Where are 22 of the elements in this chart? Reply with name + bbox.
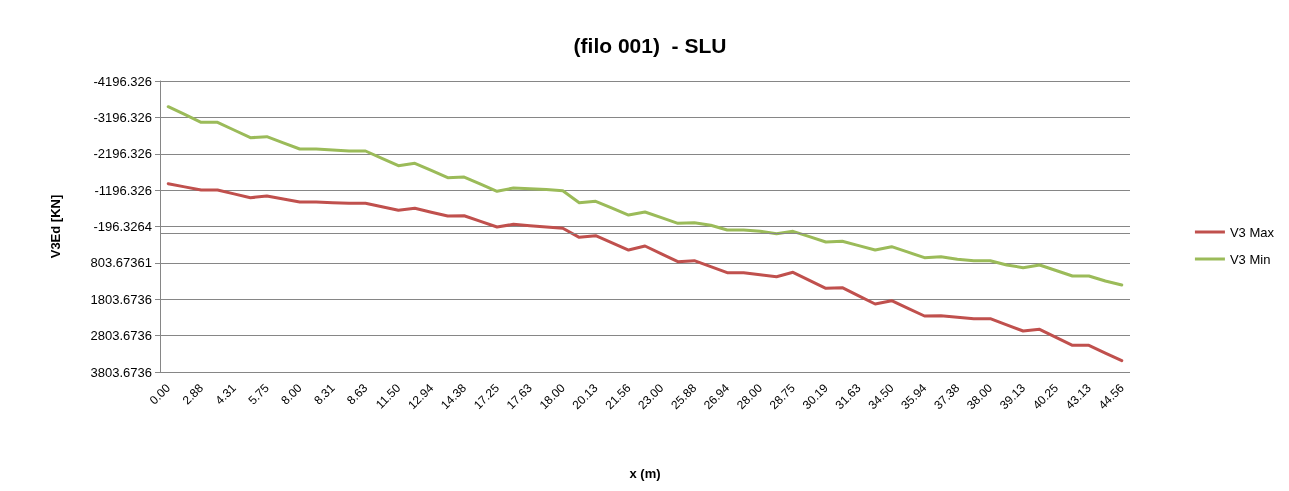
y-tick-label: 3803.6736 [90, 364, 152, 380]
line-series [166, 182, 1124, 363]
x-axis-title: x (m) [629, 466, 661, 481]
line-series [166, 105, 1124, 287]
y-tick-label: 1803.6736 [90, 291, 152, 307]
y-tick-label: 2803.6736 [90, 328, 152, 344]
y-tick-label: -1196.326 [94, 182, 152, 198]
y-tick-label: -2196.326 [93, 146, 152, 162]
legend-label: V3 Max [1229, 224, 1275, 240]
x-tick-label: 8.00 [278, 380, 305, 408]
y-tick-label: -3196.326 [93, 109, 152, 125]
y-axis-title: V3Ed [KN] [48, 194, 63, 259]
x-tick-label: 5.75 [245, 380, 273, 408]
x-tick-label: 8.63 [344, 380, 371, 408]
y-tick-label: -196.3264 [93, 219, 152, 234]
x-tick-label: 8.31 [311, 380, 338, 408]
y-tick-label: -4196.326 [93, 73, 152, 89]
chart-title: (filo 001) - SLU [573, 34, 727, 57]
x-tick-label: 4.31 [212, 380, 240, 408]
y-tick-label: 803.67361 [90, 255, 152, 271]
legend-label: V3 Min [1229, 251, 1271, 267]
x-tick-label: 0.00 [146, 380, 174, 408]
